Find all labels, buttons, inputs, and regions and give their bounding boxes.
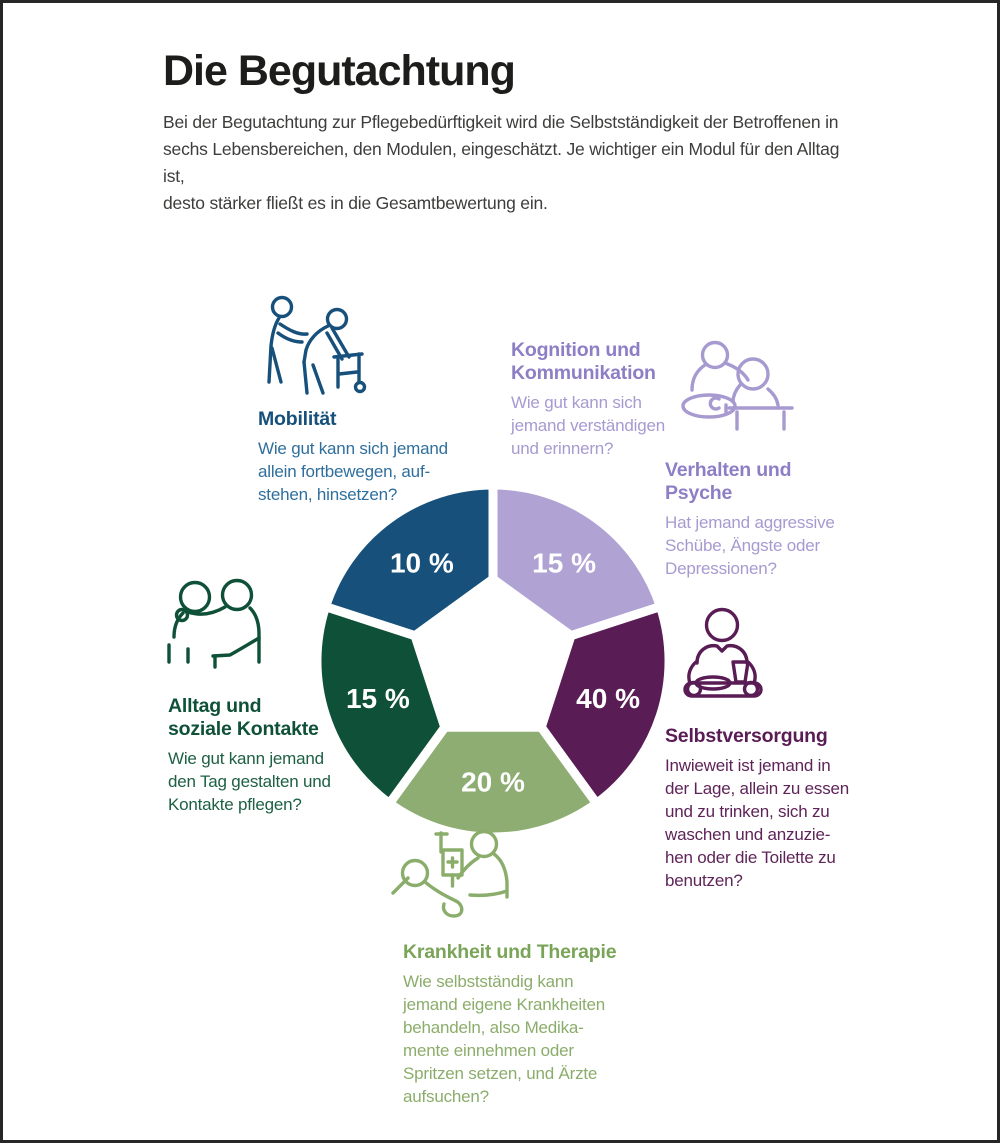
module-mobilitaet-description: Wie gut kann sich jemand allein fortbewe…	[258, 439, 448, 504]
module-selbstversorgung: Selbstversorgung Inwieweit ist jemand in…	[665, 725, 875, 892]
module-mobilitaet: Mobilität Wie gut kann sich jemand allei…	[258, 408, 468, 506]
module-verhalten: Verhalten und Psyche Hat jemand aggressi…	[665, 459, 865, 580]
donut-segment-2	[536, 600, 674, 810]
module-verhalten-description: Hat jemand aggressive Schübe, Ängste ode…	[665, 513, 835, 578]
module-alltag: Alltag und soziale Kontakte Wie gut kann…	[168, 695, 353, 816]
donut-segment-label-2: 40 %	[576, 683, 640, 714]
page-title: Die Begutachtung	[163, 47, 516, 95]
module-verhalten-heading: Verhalten und Psyche	[665, 459, 792, 504]
mobility-icon	[253, 286, 373, 402]
module-krankheit-description: Wie selbstständig kann jemand eigene Kra…	[403, 972, 605, 1106]
cognition-communication-icon	[679, 333, 797, 441]
donut-segment-1	[488, 480, 667, 641]
donut-segment-label-3: 20 %	[461, 767, 525, 798]
donut-segment-5	[319, 480, 498, 641]
weighting-donut-chart: 15 % 40 % 20 % 15 % 10 %	[303, 468, 683, 858]
module-kognition: Kognition und Kommunikation Wie gut kann…	[511, 339, 691, 460]
module-kognition-description: Wie gut kann sich jemand verständigen un…	[511, 393, 666, 458]
module-mobilitaet-heading: Mobilität	[258, 408, 337, 430]
module-krankheit: Krankheit und Therapie Wie selbstständig…	[403, 941, 638, 1108]
module-kognition-heading: Kognition und Kommunikation	[511, 339, 656, 384]
page-intro: Bei der Begutachtung zur Pflegebedürftig…	[163, 112, 840, 213]
donut-svg: 15 % 40 % 20 % 15 % 10 %	[312, 480, 674, 842]
module-selbstversorgung-description: Inwieweit ist jemand in der Lage, allein…	[665, 756, 850, 890]
self-care-eating-icon	[681, 601, 789, 715]
donut-segment-label-1: 15 %	[532, 548, 596, 579]
donut-segment-label-4: 15 %	[346, 683, 410, 714]
illness-therapy-icon	[391, 829, 525, 941]
social-contact-icon	[153, 567, 275, 679]
module-selbstversorgung-heading: Selbstversorgung	[665, 725, 828, 747]
module-alltag-description: Wie gut kann jemand den Tag gestalten un…	[168, 749, 331, 814]
donut-segment-label-5: 10 %	[390, 548, 454, 579]
donut-segment-4	[312, 600, 450, 810]
module-alltag-heading: Alltag und soziale Kontakte	[168, 695, 319, 740]
donut-segment-3	[383, 722, 603, 842]
module-krankheit-heading: Krankheit und Therapie	[403, 941, 617, 963]
